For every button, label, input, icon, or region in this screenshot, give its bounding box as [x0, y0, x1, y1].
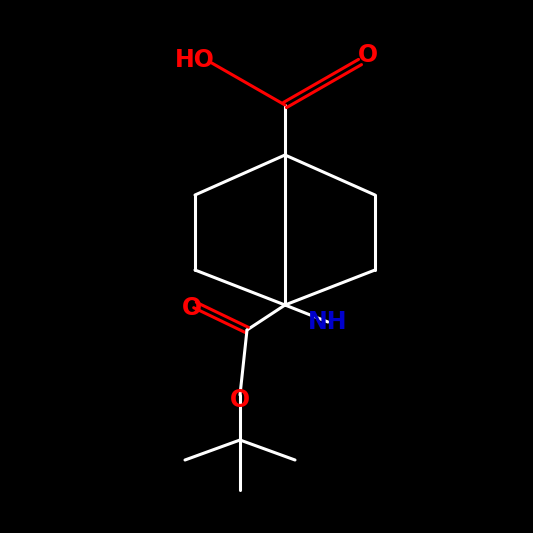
Text: HO: HO [175, 48, 215, 72]
Text: O: O [358, 43, 378, 67]
Text: NH: NH [308, 310, 348, 334]
Text: O: O [230, 388, 250, 412]
Text: O: O [182, 296, 202, 320]
